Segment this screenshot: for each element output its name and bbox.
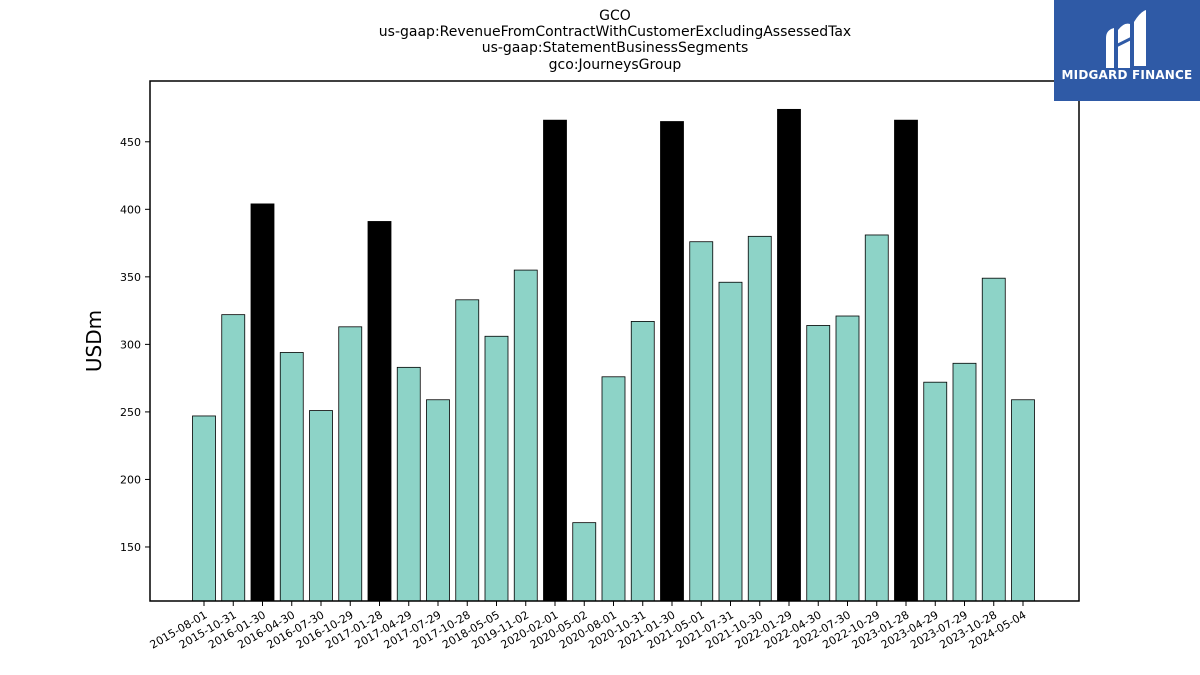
bar-2021-01-30 xyxy=(660,121,684,602)
y-axis: 150 200 250 300 350 400 450 xyxy=(120,136,150,554)
y-tick-label: 200 xyxy=(120,473,141,486)
bar-2016-10-29 xyxy=(338,326,363,602)
bar-2020-08-01 xyxy=(601,376,626,602)
bar-2022-01-29 xyxy=(777,108,801,602)
bar-2023-07-29 xyxy=(952,362,977,602)
chart-title: GCO us-gaap:RevenueFromContractWithCusto… xyxy=(379,8,851,73)
bar-2020-10-31 xyxy=(630,321,655,602)
y-tick-label: 400 xyxy=(120,203,141,216)
brand-logo: MIDGARD FINANCE xyxy=(1054,0,1200,101)
bar-2017-04-29 xyxy=(396,366,421,602)
bar-2018-05-05 xyxy=(484,335,509,602)
bar-2017-01-28 xyxy=(367,221,392,602)
bar-2015-10-31 xyxy=(221,314,246,602)
bar-2020-05-02 xyxy=(572,522,597,602)
title-line-3: us-gaap:StatementBusinessSegments xyxy=(482,40,749,56)
bar-2017-07-29 xyxy=(426,399,450,602)
y-tick-label: 250 xyxy=(120,406,141,419)
y-tick-label: 350 xyxy=(120,271,141,284)
bar-2015-08-01 xyxy=(192,415,216,602)
bar-2021-05-01 xyxy=(689,241,714,602)
title-line-2: us-gaap:RevenueFromContractWithCustomerE… xyxy=(379,24,851,40)
logo-mark-icon xyxy=(1106,10,1146,69)
y-axis-label: USDm xyxy=(82,310,106,372)
bar-2021-07-31 xyxy=(718,281,743,602)
bar-2017-10-28 xyxy=(455,299,480,602)
plot-frame xyxy=(149,80,1080,602)
logo-text: MIDGARD FINANCE xyxy=(1061,68,1193,82)
y-tick-label: 450 xyxy=(120,136,141,149)
bar-2022-10-29 xyxy=(864,234,889,602)
bar-2021-10-30 xyxy=(747,235,772,602)
y-tick-label: 150 xyxy=(120,541,141,554)
bar-2023-01-28 xyxy=(894,119,918,602)
bar-2016-04-30 xyxy=(279,352,304,602)
y-tick-label: 300 xyxy=(120,338,141,351)
bar-2022-04-30 xyxy=(806,325,831,602)
bar-2022-07-30 xyxy=(835,315,860,602)
title-line-4: gco:JourneysGroup xyxy=(549,57,682,73)
bar-2023-04-29 xyxy=(923,381,948,602)
bar-2016-07-30 xyxy=(309,410,333,602)
bar-2023-10-28 xyxy=(981,277,1006,602)
bars-group xyxy=(192,108,1035,602)
bar-2020-02-01 xyxy=(543,119,567,602)
title-line-1: GCO xyxy=(599,8,631,24)
bar-2016-01-30 xyxy=(250,203,275,602)
bar-2019-11-02 xyxy=(513,269,538,602)
x-axis: 2015-08-012015-10-312016-01-302016-04-30… xyxy=(148,601,1029,652)
bar-2024-05-04 xyxy=(1011,399,1035,602)
